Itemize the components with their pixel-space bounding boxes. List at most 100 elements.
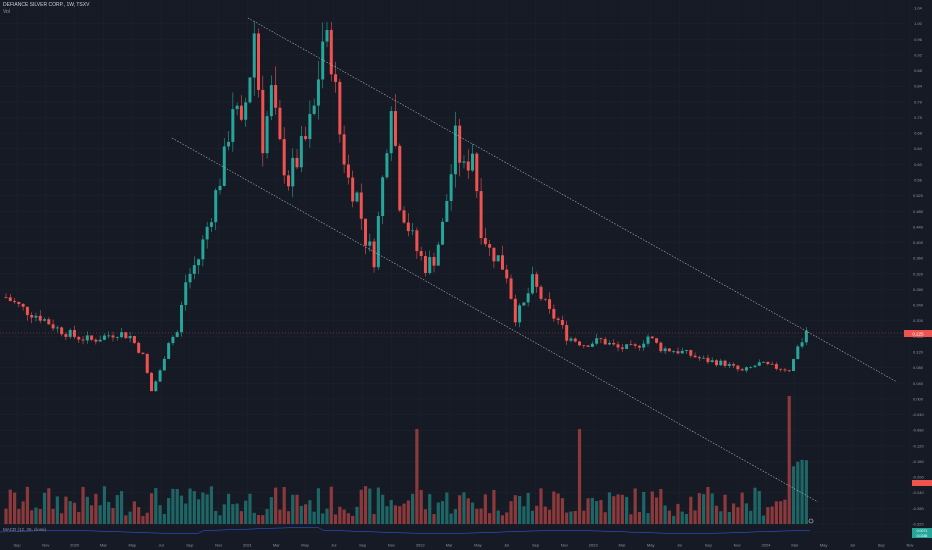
time-tick-label: Sep: [13, 543, 21, 548]
candle-body: [539, 286, 543, 299]
volume-bar: [372, 514, 376, 524]
volume-bar: [278, 509, 282, 524]
candle-body: [552, 308, 556, 319]
candle-body: [137, 342, 141, 353]
candle-body: [518, 305, 522, 323]
volume-bar: [680, 511, 684, 524]
macd-tag-red: [912, 480, 932, 486]
candle-body: [565, 325, 569, 341]
volume-bar: [167, 497, 171, 524]
candlestick-series: [4, 20, 808, 392]
volume-bar: [209, 486, 214, 524]
price-tick-label: 1.04: [914, 6, 923, 11]
candle-body: [736, 365, 740, 370]
candle-body: [43, 319, 47, 321]
candle-body: [239, 105, 243, 120]
volume-bar: [342, 509, 346, 524]
volume-bar: [509, 501, 513, 524]
candle-body: [432, 256, 436, 266]
candle-body: [428, 256, 432, 274]
candle-body: [21, 304, 25, 307]
volume-bar: [646, 513, 650, 524]
candle-body: [98, 339, 102, 342]
volume-bar: [261, 515, 265, 524]
volume-bar: [766, 507, 770, 524]
price-tick-label: 0.040: [913, 381, 924, 386]
volume-bar: [770, 506, 774, 524]
volume-bar: [719, 511, 723, 524]
candle-body: [607, 343, 611, 345]
volume-bar: [505, 512, 509, 524]
volume-bar: [672, 515, 676, 524]
candle-body: [265, 116, 269, 154]
candle-body: [633, 344, 637, 346]
candle-body: [179, 304, 183, 333]
symbol-title: DEFIANCE SILVER CORP., 1W, TSXV: [3, 2, 90, 8]
volume-bar: [363, 486, 368, 524]
volume-bar: [667, 510, 671, 524]
volume-bar: [483, 494, 487, 524]
candle-body: [304, 136, 308, 140]
candle-body: [64, 334, 68, 337]
candle-body: [364, 218, 368, 246]
volume-bar: [402, 503, 406, 524]
time-tick-label: Jul: [677, 543, 682, 548]
volume-bar: [145, 512, 149, 524]
volume-bar: [244, 500, 248, 524]
candle-body: [548, 299, 552, 309]
channel-lower-trendline: [171, 137, 819, 503]
volume-bar: [368, 488, 372, 524]
price-tick-label: 0.520: [913, 193, 924, 198]
volume-bar: [779, 501, 783, 524]
price-tick-label: 0.68: [914, 131, 923, 136]
candle-body: [218, 185, 222, 191]
volume-bar: [577, 429, 582, 524]
time-tick-label: Mar: [273, 543, 281, 548]
price-tick-label: 0.84: [914, 84, 923, 89]
candle-body: [411, 230, 415, 232]
candle-body: [612, 343, 616, 345]
candle-body: [779, 368, 783, 370]
price-tick-label: 0.56: [914, 178, 923, 183]
candle-body: [667, 348, 671, 352]
volume-bar: [304, 504, 308, 524]
volume-bar: [282, 487, 286, 524]
candle-body: [132, 336, 136, 343]
volume-bar: [565, 512, 569, 524]
candle-body: [55, 327, 59, 329]
candle-body: [757, 362, 761, 366]
candle-body: [650, 336, 654, 339]
time-tick-label: Sep: [359, 543, 367, 548]
volume-bar: [522, 506, 526, 524]
volume-bar: [796, 461, 800, 524]
candle-body: [282, 139, 286, 176]
price-tick-label: 0.320: [913, 271, 924, 276]
candle-body: [582, 345, 586, 347]
time-tick-label: May: [128, 543, 136, 548]
volume-bar: [458, 495, 462, 524]
volume-bar: [727, 511, 731, 524]
candle-body: [368, 241, 372, 246]
volume-bar: [419, 490, 423, 524]
volume-bar: [188, 488, 192, 524]
price-tick-label: 0.440: [913, 224, 924, 229]
volume-bar: [513, 495, 517, 524]
candle-body: [252, 33, 256, 78]
volume-bar: [381, 494, 385, 524]
volume-bar: [90, 505, 94, 524]
candle-body: [222, 146, 226, 186]
price-tick-label: 0.360: [913, 256, 924, 261]
candle-body: [471, 153, 475, 171]
volume-bar: [171, 488, 175, 524]
candle-body: [312, 105, 316, 114]
volume-bar: [308, 500, 312, 524]
macd-tags: 0.0071 0.0188: [912, 528, 932, 538]
candle-body: [72, 330, 76, 337]
price-tick-label: 0.480: [913, 209, 924, 214]
volume-bar: [710, 493, 714, 524]
price-tick-label: 0.92: [914, 52, 923, 57]
volume-bar: [252, 512, 256, 524]
candle-body: [770, 363, 774, 365]
price-tick-label: 0.120: [913, 350, 924, 355]
